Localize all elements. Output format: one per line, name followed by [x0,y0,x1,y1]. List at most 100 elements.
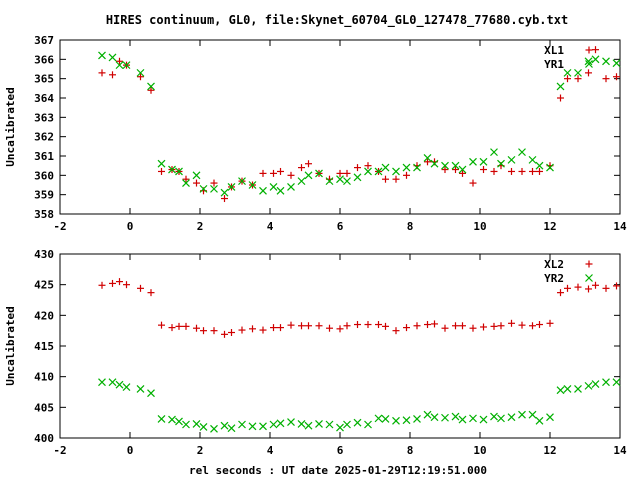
data-point-xl2 [518,321,526,329]
data-point-xl1 [480,166,487,174]
data-point-yr2 [518,410,526,419]
data-point-xl2 [585,285,592,293]
data-point-xl2 [592,281,599,289]
data-point-xl1 [508,167,515,175]
data-point-yr2 [115,380,124,389]
x-tick-label: 12 [543,220,556,233]
data-point-xl1 [109,71,116,79]
data-point-yr1 [157,159,166,168]
x-tick-label: 14 [613,444,627,457]
data-point-xl2 [109,279,116,287]
data-point-xl2 [238,326,246,334]
data-point-yr2-d2 [612,378,621,387]
data-point-yr2 [490,412,498,421]
y-tick-label: 364 [34,92,54,105]
data-point-yr2 [248,422,257,431]
data-point-yr1 [353,173,362,182]
data-point-yr1 [402,163,411,172]
data-point-yr2 [423,410,432,419]
data-point-xl1 [210,179,218,187]
x-tick-label: 6 [337,444,344,457]
data-point-xl1 [287,171,295,179]
data-point-yr1-d2 [364,167,372,176]
data-point-yr1 [276,186,285,195]
bottom-plot-panel: -2 0 2 4 6 8 10 12 14 400 405 410 415 420 425 430 Uncali… [4,248,627,477]
data-point-xl2 [602,284,610,292]
data-point-xl1 [459,169,466,177]
x-tick-label: 0 [127,444,134,457]
data-point-yr2-d2 [122,383,131,392]
data-point-yr1 [122,61,131,70]
y-axis-label: Uncalibrated [4,87,17,166]
data-point-yr1-d2 [304,171,313,180]
data-point-yr2-d2 [199,423,208,431]
data-point-yr2 [343,420,351,429]
data-point-yr2-d2 [227,424,236,433]
x-tick-label: 14 [613,220,627,233]
data-point-yr1 [490,148,498,157]
data-point-xl2 [424,321,431,329]
data-point-yr2 [413,415,421,423]
data-point-yr2 [584,381,593,390]
data-point-yr2-d2 [364,420,372,429]
data-point-xl2 [392,327,400,335]
data-point-yr2-d2 [441,413,449,422]
data-point-yr2-d2 [574,385,582,393]
data-point-xl2 [375,321,382,329]
data-point-yr1 [147,82,155,91]
x-tick-label: 8 [407,444,414,457]
data-point-yr1 [297,177,306,186]
data-point-yr1-d2 [108,53,117,62]
data-point-xl2 [182,322,190,330]
data-point-yr1 [343,177,351,186]
data-point-xl2 [147,289,155,297]
data-point-xl1 [585,69,592,77]
y-tick-label: 359 [34,189,54,202]
data-point-xl2 [480,323,487,331]
data-point-yr2-d2 [343,420,351,429]
data-point-yr2-d2 [584,381,593,390]
data-point-xl2 [259,326,267,334]
data-point-yr2-d2 [115,380,124,389]
data-point-xl2 [469,324,477,332]
x-tick-label: 0 [127,220,134,233]
x-tick-label: 12 [543,444,556,457]
data-point-yr1-d2 [287,183,295,191]
data-point-xl1 [392,175,400,183]
data-point-yr1 [546,163,554,172]
data-point-yr2-d2 [269,420,278,429]
y-tick-label: 365 [34,73,54,86]
data-point-xl1 [518,167,526,175]
data-point-yr1 [364,167,372,176]
data-point-xl2 [354,321,361,329]
data-point-yr2-d2 [259,422,267,431]
data-point-yr1 [115,61,124,70]
data-point-yr1-d2 [469,157,477,166]
data-point-yr2-d2 [423,410,432,419]
y-tick-label: 366 [34,53,54,66]
data-point-yr1 [248,181,257,189]
data-point-xl1 [158,167,165,175]
data-point-yr2 [220,421,229,430]
data-point-xl2 [459,322,466,330]
data-point-yr1-d2 [497,159,505,168]
series-yr2 [98,378,621,433]
data-point-yr2-d2 [602,378,610,387]
data-point-yr1-d2 [192,171,201,180]
data-point-xl1 [557,94,564,102]
data-point-yr2 [122,383,131,392]
data-point-yr1 [227,183,236,191]
data-point-yr2 [192,419,201,428]
data-point-yr1-d2 [430,159,439,168]
y-tick-label: 415 [34,340,54,353]
data-point-yr2-d2 [175,417,183,426]
y-tick-label: 420 [34,309,54,322]
data-point-yr1-d2 [392,167,400,176]
legend-label-xl2: XL2 [544,258,564,271]
data-point-xl1 [564,75,571,83]
data-point-yr1-d2 [518,148,526,157]
data-point-yr1-d2 [248,181,257,189]
data-point-yr1 [238,177,246,186]
data-point-yr2-d2 [353,418,362,427]
data-point-yr1-d2 [182,179,190,187]
